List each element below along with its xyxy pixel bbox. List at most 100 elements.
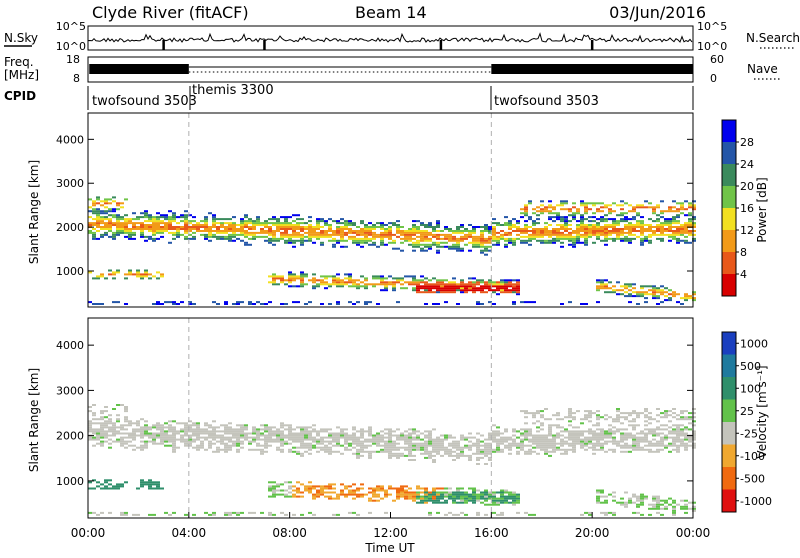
power-cell	[112, 216, 116, 219]
velocity-cell	[636, 495, 640, 498]
velocity-cell	[168, 428, 172, 431]
power-cell	[580, 241, 584, 244]
power-cell	[416, 279, 420, 282]
velocity-cell	[308, 432, 312, 435]
power-cell	[256, 301, 260, 304]
power-cell	[340, 235, 344, 238]
velocity-cell	[208, 444, 212, 447]
power-cell	[452, 287, 456, 290]
velocity-cell	[448, 434, 452, 437]
power-cell	[92, 237, 96, 240]
power-cell	[268, 281, 272, 284]
velocity-cell	[272, 434, 276, 437]
power-cell	[260, 235, 264, 238]
power-cell	[428, 239, 432, 242]
power-cell	[224, 218, 228, 221]
power-cell	[468, 249, 472, 252]
velocity-cell	[600, 428, 604, 431]
power-cell	[156, 226, 160, 228]
power-cell	[248, 220, 252, 223]
velocity-cell	[356, 430, 360, 433]
power-cell	[240, 228, 244, 230]
velocity-cell	[664, 499, 668, 502]
velocity-cell	[120, 442, 124, 445]
velocity-cell	[548, 440, 552, 443]
power-cell	[636, 303, 640, 305]
velocity-cell	[420, 446, 424, 449]
velocity-cell	[444, 436, 448, 439]
power-cell	[616, 222, 620, 225]
power-cell	[436, 281, 440, 284]
power-cell	[432, 226, 436, 228]
velocity-cell	[408, 428, 412, 431]
velocity-cell	[196, 422, 200, 425]
power-cell	[516, 230, 520, 232]
power-cell	[612, 224, 616, 226]
power-cell	[684, 228, 688, 230]
velocity-cell	[476, 432, 480, 435]
power-cell	[536, 210, 540, 213]
velocity-cell	[356, 493, 360, 496]
velocity-cell	[676, 430, 680, 433]
velocity-cell	[492, 511, 496, 514]
power-cell	[440, 245, 444, 248]
velocity-cell	[460, 497, 464, 500]
power-cell	[188, 222, 192, 225]
velocity-cell	[580, 430, 584, 433]
velocity-cell	[196, 438, 200, 441]
velocity-cell	[168, 430, 172, 433]
power-cell	[228, 237, 232, 240]
power-cell	[480, 289, 484, 292]
velocity-cell	[160, 428, 164, 431]
power-cell	[316, 283, 320, 286]
power-cell	[608, 208, 612, 211]
power-colorbar-swatch	[722, 274, 736, 296]
power-cell	[284, 220, 288, 223]
power-cell	[432, 283, 436, 286]
velocity-cell	[648, 503, 652, 506]
velocity-cell	[172, 420, 176, 423]
velocity-cell	[140, 432, 144, 435]
velocity-cell	[344, 436, 348, 439]
velocity-cell	[472, 497, 476, 500]
power-cell	[456, 283, 460, 286]
power-cell	[312, 285, 316, 288]
power-cell	[280, 216, 284, 219]
power-cell	[576, 208, 580, 211]
power-cell	[272, 281, 276, 284]
power-cell	[160, 273, 164, 276]
power-cell	[420, 230, 424, 232]
power-cell	[500, 287, 504, 290]
velocity-cell	[488, 450, 492, 453]
velocity-cell	[272, 493, 276, 496]
power-cell	[576, 228, 580, 230]
power-cell	[152, 231, 156, 234]
velocity-cell	[320, 428, 324, 431]
power-cell	[676, 202, 680, 205]
power-cell	[368, 226, 372, 228]
power-cell	[524, 235, 528, 238]
velocity-cell	[224, 432, 228, 435]
velocity-cell	[256, 438, 260, 441]
power-cell	[276, 226, 280, 228]
power-cell	[580, 216, 584, 219]
power-cell	[516, 283, 520, 286]
power-cell	[692, 297, 696, 300]
power-cell	[264, 226, 268, 228]
velocity-cell	[372, 489, 376, 492]
power-cell	[236, 228, 240, 230]
freq-panel: Freq. [MHz] 18 8 60 0 Nave	[4, 53, 780, 85]
velocity-cell	[564, 428, 568, 431]
velocity-cell	[164, 440, 168, 443]
velocity-cell	[192, 424, 196, 427]
power-cell	[628, 233, 632, 236]
velocity-cell	[392, 444, 396, 447]
freq-tick-bottom: 8	[73, 72, 80, 85]
velocity-cell	[452, 501, 456, 504]
velocity-cell	[528, 444, 532, 447]
power-cell	[612, 226, 616, 228]
power-cell	[164, 222, 168, 225]
power-cell	[244, 216, 248, 219]
power-cell	[108, 198, 112, 201]
power-cell	[252, 226, 256, 228]
